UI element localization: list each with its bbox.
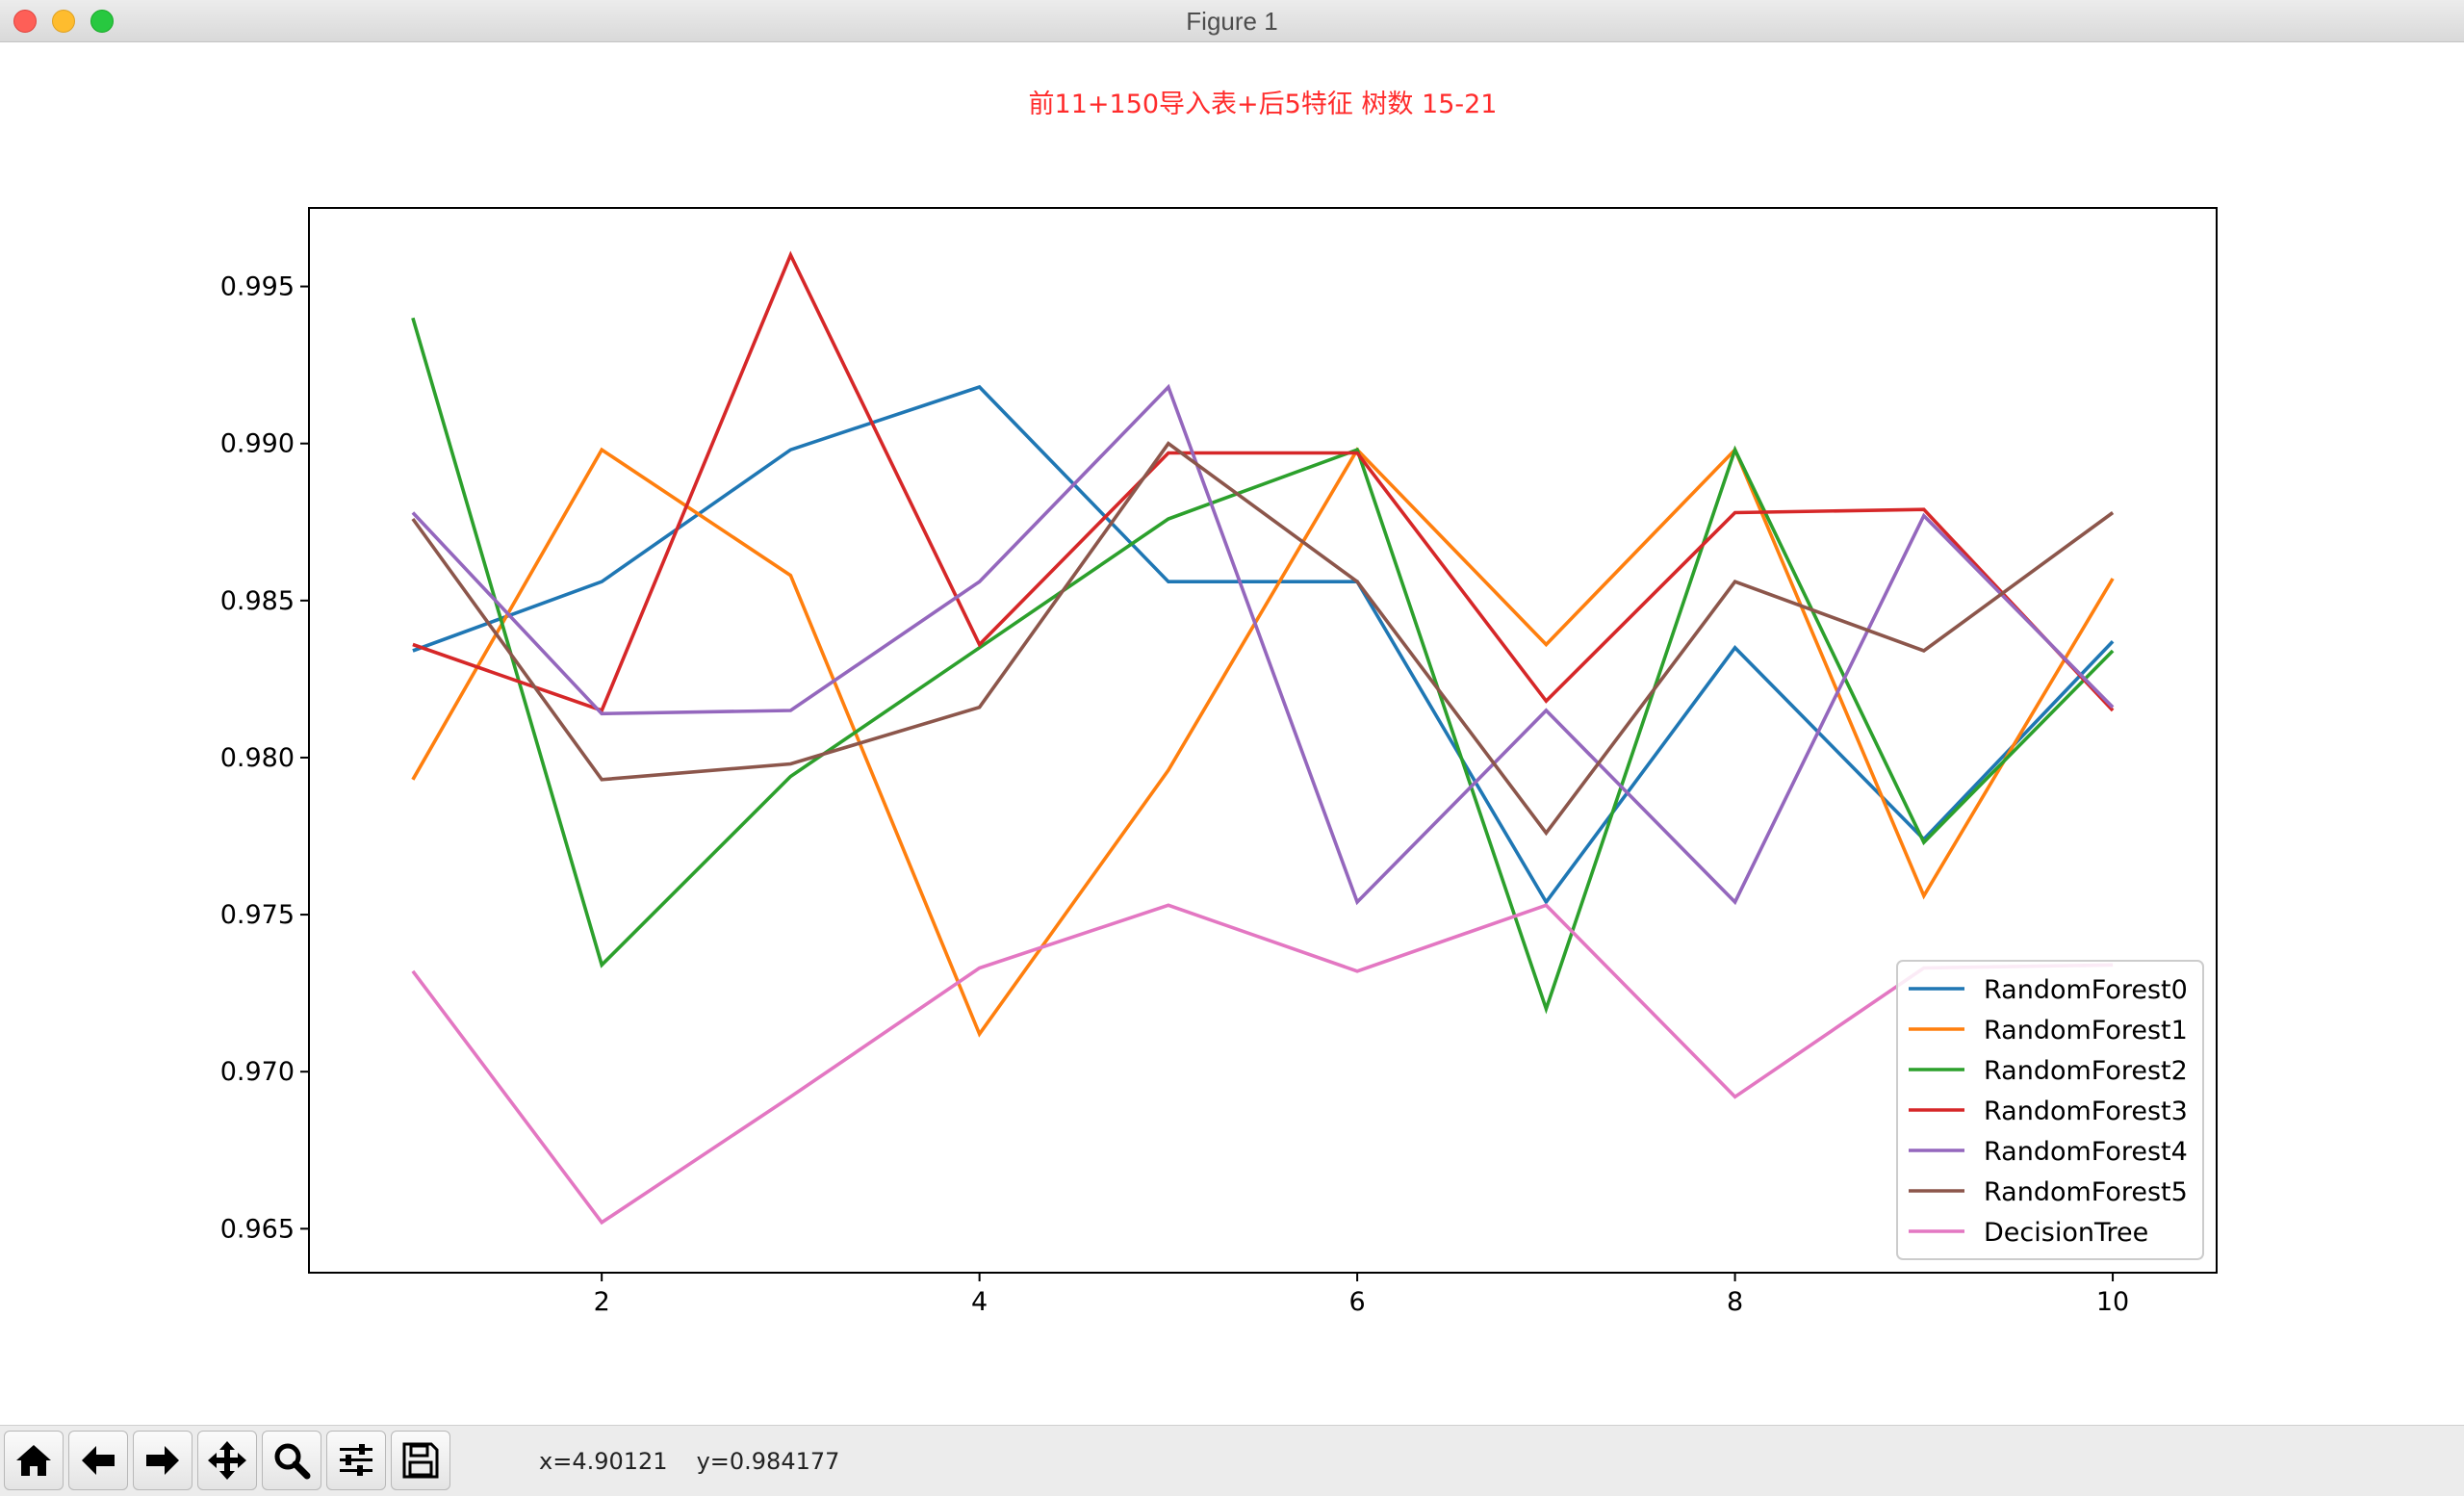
y-tick-label: 0.975 (220, 900, 295, 930)
plot-frame (308, 207, 2218, 1274)
series-line-5 (411, 441, 2115, 837)
legend-label: RandomForest2 (1984, 1056, 2188, 1086)
legend: RandomForest0 RandomForest1 RandomForest2 R… (1896, 960, 2204, 1260)
y-tick-label: 0.965 (220, 1214, 295, 1244)
title-bar[interactable]: Figure 1 (0, 0, 2464, 42)
plot-lines (411, 250, 2115, 1226)
forward-button[interactable] (133, 1431, 192, 1490)
cursor-coordinates: x=4.90121 y=0.984177 (539, 1426, 868, 1497)
legend-label: DecisionTree (1984, 1218, 2148, 1248)
legend-label: RandomForest3 (1984, 1097, 2188, 1126)
series-line-3 (412, 250, 2115, 713)
x-tick-label: 8 (1727, 1287, 1743, 1317)
line-chart[interactable]: 前11+150导入表+后5特征 树数 15-21 2 4 6 8 10 0.9650.9… (0, 42, 2464, 1425)
floppy-disk-icon (402, 1442, 439, 1479)
y-tick-label: 0.990 (220, 429, 295, 459)
series-line-4 (411, 383, 2115, 906)
legend-box (1896, 960, 2204, 1260)
home-button[interactable] (4, 1431, 64, 1490)
minimize-window-button[interactable] (52, 10, 75, 33)
x-tick-label: 6 (1349, 1287, 1366, 1317)
back-button[interactable] (68, 1431, 128, 1490)
maximize-window-button[interactable] (90, 10, 114, 33)
chart-title: 前11+150导入表+后5特征 树数 15-21 (1029, 90, 1498, 119)
home-icon (16, 1445, 51, 1476)
y-axis: 0.965 0.970 0.975 0.980 0.985 0.990 0.995 (220, 272, 309, 1244)
navigation-toolbar: x=4.90121 y=0.984177 (0, 1425, 2464, 1496)
close-window-button[interactable] (13, 10, 37, 33)
pan-button[interactable] (197, 1431, 257, 1490)
x-axis: 2 4 6 8 10 (594, 1273, 2129, 1317)
series-line-2 (411, 317, 2115, 1015)
y-tick-label: 0.970 (220, 1057, 295, 1087)
y-tick-label: 0.985 (220, 586, 295, 616)
sliders-icon (340, 1444, 372, 1476)
configure-subplots-button[interactable] (326, 1431, 386, 1490)
arrow-right-icon (146, 1446, 179, 1475)
legend-label: RandomForest4 (1984, 1137, 2188, 1167)
y-coordinate-readout: y=0.984177 (696, 1448, 840, 1475)
series-line-0 (412, 384, 2115, 906)
move-icon (208, 1441, 246, 1480)
magnifier-icon (274, 1443, 311, 1480)
figure-canvas[interactable]: 前11+150导入表+后5特征 树数 15-21 2 4 6 8 10 0.965 0.9… (0, 42, 2464, 1425)
x-tick-label: 10 (2096, 1287, 2129, 1317)
series-line-1 (411, 446, 2115, 1038)
y-tick-label: 0.995 (220, 272, 295, 302)
zoom-button[interactable] (262, 1431, 321, 1490)
x-tick-label: 2 (594, 1287, 610, 1317)
window-title: Figure 1 (1186, 7, 1278, 36)
save-button[interactable] (391, 1431, 450, 1490)
x-tick-label: 4 (971, 1287, 988, 1317)
legend-label: RandomForest1 (1984, 1016, 2188, 1045)
arrow-left-icon (82, 1446, 115, 1475)
x-coordinate-readout: x=4.90121 (539, 1448, 668, 1475)
series-line-6 (411, 903, 2114, 1226)
y-tick-label: 0.980 (220, 743, 295, 773)
legend-label: RandomForest0 (1984, 975, 2188, 1005)
legend-label: RandomForest5 (1984, 1177, 2188, 1207)
